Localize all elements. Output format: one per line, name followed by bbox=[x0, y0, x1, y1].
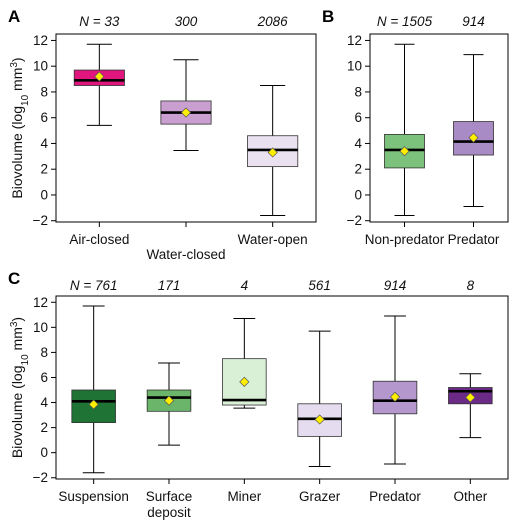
y-tick-label: 12 bbox=[33, 295, 48, 310]
mean-marker bbox=[239, 376, 250, 387]
box-air-closed: N = 33 Air-closed bbox=[69, 14, 129, 247]
y-tick-label: 2 bbox=[40, 420, 48, 435]
y-tick-label: −2 bbox=[33, 470, 48, 485]
plot-frame bbox=[369, 33, 509, 223]
y-tick-label: 10 bbox=[33, 59, 48, 74]
category-label: Water-open bbox=[238, 232, 308, 247]
sample-size-label: 4 bbox=[241, 278, 249, 293]
panel-letter: C bbox=[8, 269, 20, 288]
y-tick-label: 6 bbox=[40, 110, 48, 125]
mean-marker bbox=[468, 132, 479, 143]
category-label: Air-closed bbox=[69, 232, 129, 247]
sample-size-label: 171 bbox=[158, 278, 181, 293]
category-label: Water-closed bbox=[146, 247, 225, 262]
panel-letter: A bbox=[8, 7, 20, 26]
y-tick-label: 2 bbox=[40, 162, 48, 177]
y-tick-label: 8 bbox=[40, 345, 48, 360]
y-tick-label: 4 bbox=[40, 136, 48, 151]
y-tick-label: 0 bbox=[40, 187, 48, 202]
category-label: Surface bbox=[146, 489, 193, 504]
y-tick-label: 6 bbox=[354, 110, 362, 125]
y-tick-label: −2 bbox=[33, 213, 48, 228]
mean-marker bbox=[389, 391, 401, 402]
y-tick-label: 10 bbox=[347, 59, 362, 74]
mean-marker bbox=[180, 107, 192, 118]
y-tick-label: 8 bbox=[40, 84, 48, 99]
category-label: Non-predator bbox=[365, 232, 445, 247]
sample-size-label: N = 33 bbox=[79, 14, 120, 29]
category-label: Miner bbox=[227, 489, 261, 504]
box-predator: 914 Predator bbox=[369, 278, 421, 504]
sample-size-label: 2086 bbox=[257, 14, 289, 29]
box-water-open: 2086 Water-open bbox=[238, 14, 308, 247]
y-tick-label: −2 bbox=[347, 213, 362, 228]
mean-marker bbox=[163, 395, 175, 406]
mean-marker bbox=[94, 71, 105, 82]
y-tick-label: 4 bbox=[40, 395, 48, 410]
y-tick-label: 12 bbox=[347, 33, 362, 48]
sample-size-label: N = 761 bbox=[70, 278, 118, 293]
panel-letter: B bbox=[322, 7, 334, 26]
sample-size-label: 914 bbox=[462, 14, 485, 29]
box-predator: 914 Predator bbox=[448, 14, 500, 247]
mean-marker bbox=[88, 399, 99, 410]
mean-marker bbox=[314, 414, 325, 425]
sample-size-label: 914 bbox=[384, 278, 407, 293]
y-tick-label: 2 bbox=[354, 162, 362, 177]
mean-marker bbox=[267, 147, 278, 158]
y-tick-label: 0 bbox=[40, 445, 48, 460]
category-label: Predator bbox=[369, 489, 421, 504]
box-water-closed: 300 Water-closed bbox=[146, 14, 225, 262]
y-tick-label: 4 bbox=[354, 136, 362, 151]
category-label: Suspension bbox=[58, 489, 129, 504]
mean-marker bbox=[399, 146, 410, 157]
category-label: deposit bbox=[147, 505, 191, 520]
box-miner: 4 Miner bbox=[222, 278, 267, 504]
box-non-predator: N = 1505 Non-predator bbox=[365, 14, 445, 247]
y-tick-label: 8 bbox=[354, 84, 362, 99]
sample-size-label: 300 bbox=[175, 14, 198, 29]
sample-size-label: N = 1505 bbox=[377, 14, 433, 29]
sample-size-label: 561 bbox=[308, 278, 331, 293]
box-other: 8 Other bbox=[448, 278, 493, 504]
mean-marker bbox=[465, 392, 476, 403]
plot-frame bbox=[55, 295, 509, 480]
y-tick-label: 10 bbox=[33, 320, 48, 335]
sample-size-label: 8 bbox=[467, 278, 475, 293]
category-label: Grazer bbox=[299, 489, 341, 504]
box-suspension: N = 761 Suspension bbox=[58, 278, 129, 504]
y-axis-title: Biovolume (log10 mm3) bbox=[9, 317, 31, 458]
y-axis-title: Biovolume (log10 mm3) bbox=[9, 57, 31, 198]
panel-b: B −2 0 2 4 6 8 10 12 N = 1505 Non-predator 914 Preda… bbox=[322, 7, 509, 247]
y-tick-label: 0 bbox=[354, 187, 362, 202]
category-label: Predator bbox=[448, 232, 500, 247]
y-tick-label: 6 bbox=[40, 370, 48, 385]
y-tick-label: 12 bbox=[33, 33, 48, 48]
box-grazer: 561 Grazer bbox=[297, 278, 342, 504]
category-label: Other bbox=[453, 489, 487, 504]
